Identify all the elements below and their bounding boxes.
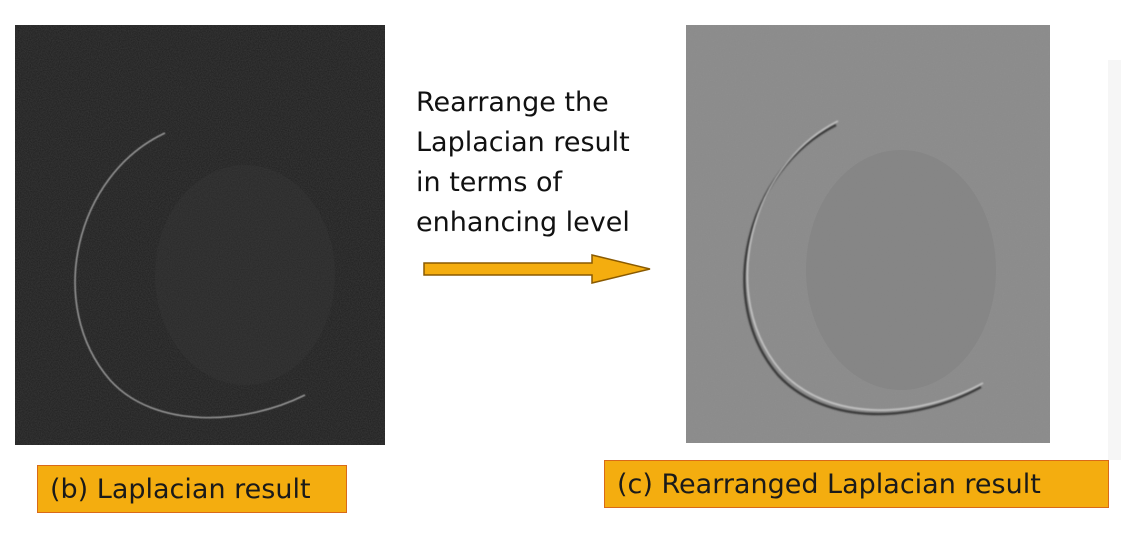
laplacian-result-image <box>15 25 385 445</box>
right-edge-strip <box>1108 60 1121 460</box>
rearranged-laplacian-result-caption: (c) Rearranged Laplacian result <box>604 460 1109 508</box>
rearranged-laplacian-result-image <box>686 25 1050 443</box>
description-line-2: Laplacian result <box>416 127 630 158</box>
description-text: Rearrange the Laplacian result in terms … <box>416 83 676 243</box>
description-line-4: enhancing level <box>416 207 630 238</box>
laplacian-result-caption: (b) Laplacian result <box>37 465 347 513</box>
description-line-3: in terms of <box>416 167 562 198</box>
right-arrow-icon <box>423 254 651 284</box>
description-line-1: Rearrange the <box>416 87 609 118</box>
